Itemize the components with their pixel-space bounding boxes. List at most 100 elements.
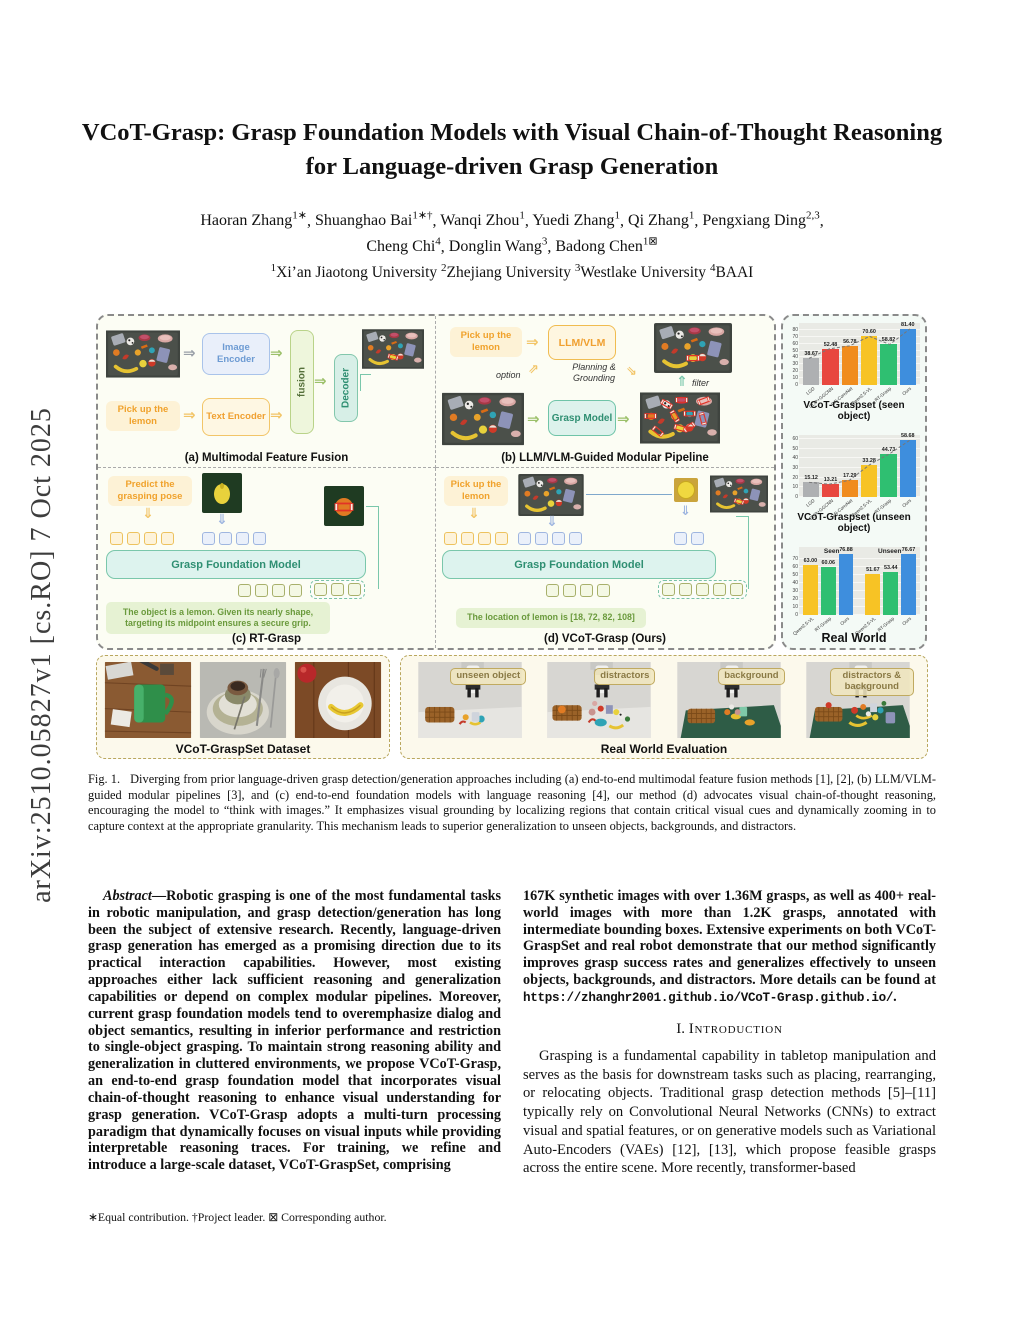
bar: 60.06 [820, 547, 836, 615]
affiliations: 1Xi’an Jiaotong University 2Zhejiang Uni… [62, 260, 962, 285]
introduction-paragraph: Grasping is a fundamental capability in … [523, 1047, 936, 1177]
arrow-right-icon: ⇒ [183, 344, 196, 362]
affiliation: 4BAAI [709, 262, 754, 282]
chart-unseen-object: 0 10 20 30 40 50 60 15.12 13.21 17.29 33.28 44.73 58… [788, 433, 920, 534]
bar-value-label: 33.28 [862, 457, 876, 464]
bar-value-label: 63.00 [803, 557, 818, 564]
bar: 15.12 [803, 435, 820, 497]
gridline [799, 486, 920, 488]
y-tick-label: 60 [792, 564, 798, 570]
bar-value-label: 58.68 [901, 433, 915, 440]
bar: 44.73 [880, 435, 897, 497]
prompt-box: Pick up the lemon [444, 476, 508, 506]
y-tick-label: 50 [792, 347, 798, 354]
chart-title: VCoT-Graspset (unseen object) [797, 512, 911, 534]
bar: 53.44 [883, 547, 899, 615]
bar: 17.29 [841, 435, 858, 497]
affiliation: 3Westlake University [574, 262, 707, 282]
abstract-cont-text: 167K synthetic images with over 1.36M gr… [523, 888, 936, 989]
gridline [799, 377, 920, 379]
author: Shuanghao Bai1∗† [315, 210, 433, 230]
right-column: 167K synthetic images with over 1.36M gr… [523, 888, 936, 1178]
x-tick-label: Ours [900, 386, 912, 397]
arrow-down-icon: ⇓ [216, 512, 228, 528]
gridline [799, 363, 920, 365]
bar-value-label: 58.82 [881, 337, 896, 344]
chart-real-world: 0 10 20 30 40 50 60 70 63.00 60.06 76.88 51.67 53.44… [788, 547, 920, 645]
panel-c-caption: (c) RT-Grasp [231, 633, 301, 645]
author: Wanqi Zhou1 [440, 210, 525, 230]
panel-d-caption: (d) VCoT-Grasp (Ours) [543, 633, 667, 645]
bar: 52.48 [822, 323, 839, 385]
dataset-photo-plates [199, 662, 287, 738]
chart-title: Real World [821, 631, 887, 645]
abstract: Abstract—Robotic grasping is one of the … [88, 888, 501, 1174]
y-tick-label: 30 [792, 361, 798, 368]
bar-value-label: 76.88 [839, 546, 853, 553]
bar-value-label: 13.21 [823, 477, 838, 484]
fusion-box: fusion [290, 330, 314, 434]
figure-caption-tag: Fig. 1. [88, 772, 121, 786]
arrow-down-icon: ⇓ [680, 504, 691, 519]
left-column: Abstract—Robotic grasping is one of the … [88, 888, 501, 1174]
bar: 56.78 [841, 323, 858, 385]
figure-caption: Fig. 1. Diverging from prior language-dri… [88, 772, 936, 835]
filtered-result-image [654, 323, 732, 373]
arrow-up-right-icon: ⇗ [528, 362, 539, 377]
arrow-right-icon: ⇒ [183, 406, 196, 424]
gridline [799, 582, 920, 583]
grasp-token-group [658, 580, 747, 599]
y-tick-label: 70 [792, 556, 798, 562]
realworld-photo-unseen: unseen object [410, 662, 530, 738]
lemon-crop-image [202, 473, 242, 513]
bar: 51.67 [865, 547, 881, 615]
bar-value-label: 81.40 [901, 321, 915, 328]
text-token-row [110, 532, 174, 545]
bar: 33.28 [860, 435, 878, 497]
project-url-link[interactable]: https://zhanghr2001.github.io/VCoT-Grasp… [523, 990, 894, 1005]
realworld-photo-distractors-background: distractors & background [798, 662, 918, 738]
arrow-down-right-icon: ⇘ [626, 364, 637, 379]
prompt-box: Predict the grasping pose [108, 476, 192, 506]
bar-value-label: 60.06 [821, 559, 835, 566]
arrow-right-icon: ⇒ [617, 410, 630, 428]
y-tick-label: 40 [792, 580, 798, 586]
gridline [799, 370, 920, 372]
author-block: Haoran Zhang1∗, Shuanghao Bai1∗†, Wanqi … [62, 208, 962, 285]
bar-value-label: 76.67 [901, 546, 916, 553]
decoder-box: Decoder [334, 354, 358, 422]
y-tick-label: 10 [792, 484, 798, 491]
bar: 76.67 [901, 547, 916, 615]
x-tick-label: Ours [900, 498, 912, 509]
y-tick-label: 30 [792, 588, 798, 594]
y-tick-label: 0 [795, 382, 798, 388]
scene-image [442, 392, 524, 446]
gridline [799, 496, 920, 497]
output-token-row [238, 584, 302, 597]
author-line-2: Cheng Chi4, Donglin Wang3, Badong Chen1⊠ [366, 236, 658, 256]
y-tick-label: 0 [795, 612, 798, 618]
abstract-continued: 167K synthetic images with over 1.36M gr… [523, 888, 936, 1006]
image-encoder-box: Image Encoder [202, 333, 270, 375]
gridline [799, 558, 920, 559]
x-tick-label: LGD [804, 498, 816, 508]
connector-line [736, 516, 749, 589]
y-tick-label: 10 [792, 604, 798, 610]
grasp-foundation-model-box: Grasp Foundation Model [106, 550, 366, 579]
figure-caption-text: Diverging from prior language-driven gra… [88, 772, 936, 833]
bar: 58.68 [899, 433, 916, 497]
arrow-down-icon: ⇓ [142, 506, 154, 522]
grasp-foundation-model-box: Grasp Foundation Model [442, 550, 716, 579]
y-tick-label: 20 [792, 596, 798, 602]
realworld-photo-distractors: distractors [539, 662, 659, 738]
author: Yuedi Zhang1 [532, 210, 621, 230]
text-encoder-box: Text Encoder [202, 398, 270, 436]
bar-value-label: 15.12 [804, 475, 818, 482]
grasp-token-group [310, 580, 365, 599]
panel-b: Pick up the lemon ⇒ LLM/VLM option ⇗ Pla… [436, 316, 774, 468]
planning-label: Planning & Grounding [572, 362, 616, 383]
bar-value-label: 17.29 [843, 473, 857, 480]
url-period: . [893, 988, 897, 1005]
crop-token-row [674, 532, 704, 545]
results-charts-panel: 0 10 20 30 40 50 60 70 80 38.67 52.48 56.78 70.60 58.… [781, 314, 927, 650]
